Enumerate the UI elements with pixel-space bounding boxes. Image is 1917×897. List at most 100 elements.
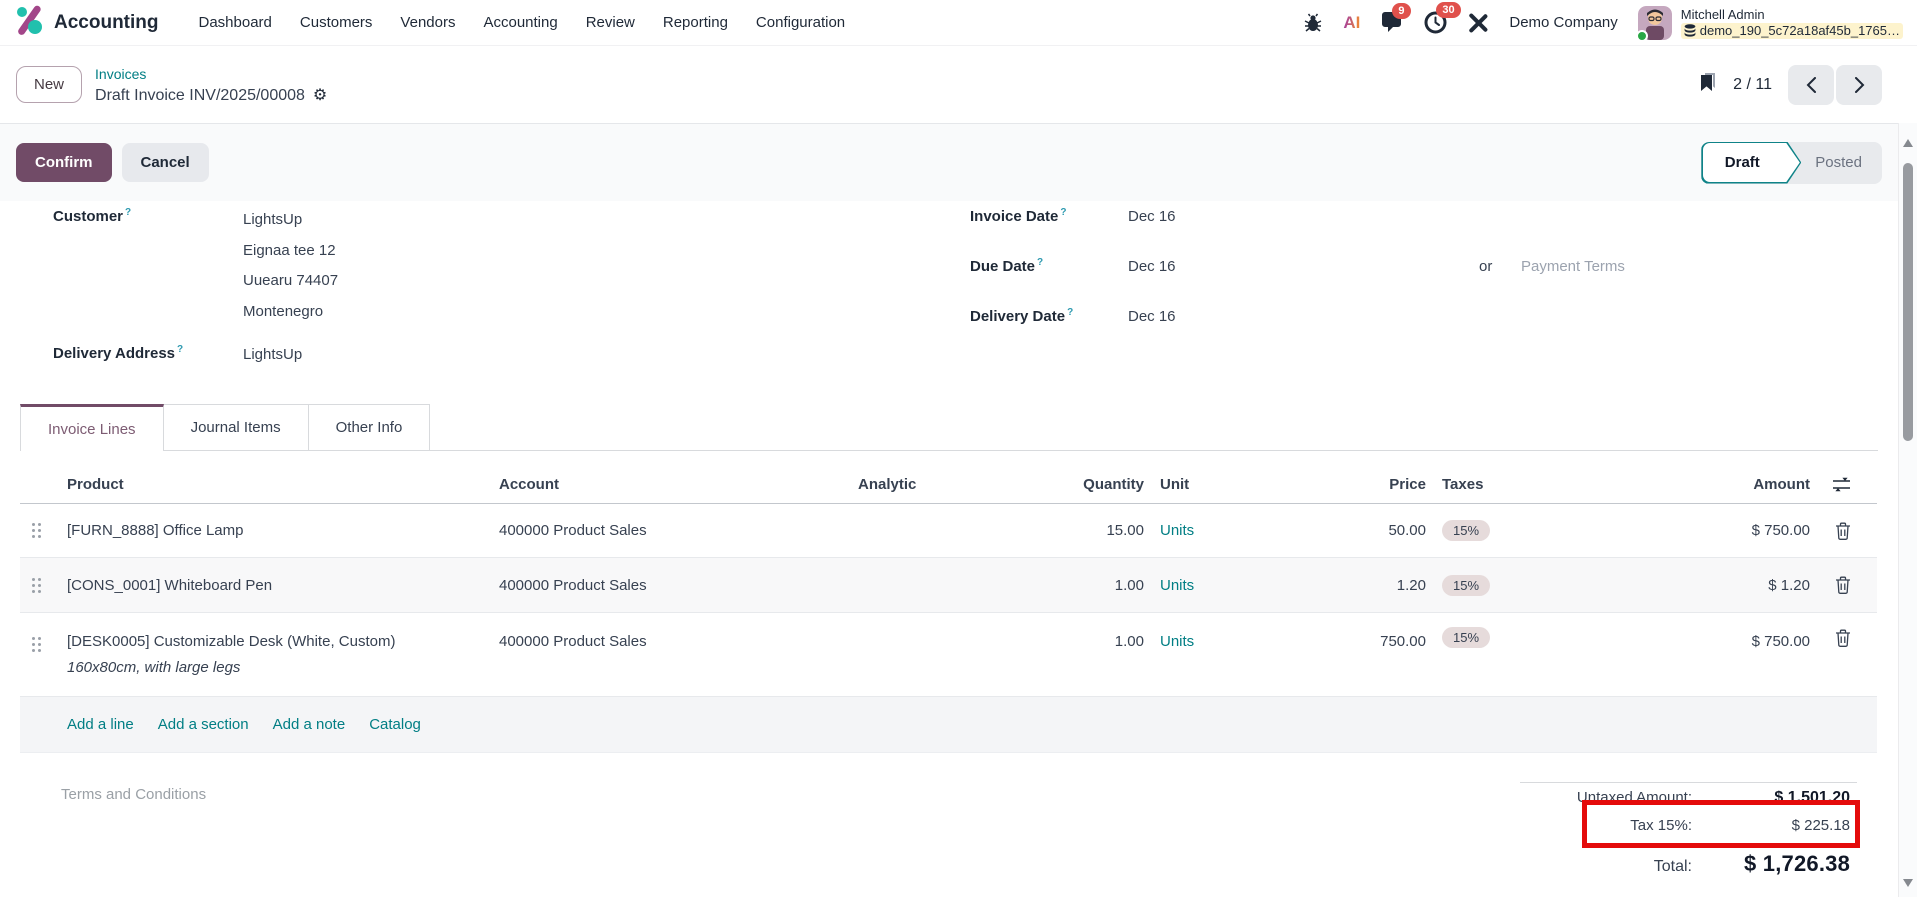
header-unit: Unit bbox=[1160, 476, 1190, 493]
tools-icon[interactable] bbox=[1467, 12, 1489, 34]
due-date-help-icon: ? bbox=[1037, 257, 1044, 268]
cancel-button[interactable]: Cancel bbox=[121, 143, 209, 182]
cell-account[interactable]: 400000 Product Sales bbox=[499, 522, 647, 539]
confirm-button[interactable]: Confirm bbox=[16, 143, 112, 182]
add-a-line-link[interactable]: Add a line bbox=[67, 716, 134, 733]
bookmark-icon[interactable] bbox=[1699, 72, 1717, 97]
payment-terms-field[interactable]: Payment Terms bbox=[1521, 258, 1625, 275]
cell-product[interactable]: [DESK0005] Customizable Desk (White, Cus… bbox=[55, 613, 490, 676]
delete-row-icon[interactable] bbox=[1818, 613, 1857, 647]
scrollbar-thumb[interactable] bbox=[1903, 163, 1913, 441]
table-footer-links: Add a line Add a section Add a note Cata… bbox=[20, 697, 1877, 753]
menu-vendors[interactable]: Vendors bbox=[400, 14, 456, 31]
cell-account[interactable]: 400000 Product Sales bbox=[499, 576, 647, 594]
customer-field[interactable]: LightsUp Eignaa tee 12 Uuearu 74407 Mont… bbox=[243, 205, 338, 327]
total-row: Total: $ 1,726.38 bbox=[1520, 851, 1850, 877]
delivery-address-label: Delivery Address? bbox=[53, 344, 184, 362]
invoice-line-row: [DESK0005] Customizable Desk (White, Cus… bbox=[20, 613, 1877, 697]
pager-previous-button[interactable] bbox=[1788, 64, 1834, 105]
pager: 2 / 11 bbox=[1699, 64, 1882, 105]
cell-price[interactable]: 1.20 bbox=[1396, 576, 1426, 594]
customer-street: Eignaa tee 12 bbox=[243, 241, 336, 259]
customer-city: Uuearu 74407 bbox=[243, 272, 339, 289]
app-name: Accounting bbox=[54, 11, 159, 33]
status-posted[interactable]: Posted bbox=[1815, 154, 1862, 171]
invoice-line-row: [FURN_8888] Office Lamp 400000 Product S… bbox=[20, 504, 1877, 558]
scrollbar-up-arrow[interactable] bbox=[1903, 139, 1913, 147]
cell-product[interactable]: [CONS_0001] Whiteboard Pen bbox=[67, 576, 273, 594]
optional-columns-icon[interactable] bbox=[1818, 477, 1857, 492]
cell-amount: $ 750.00 bbox=[1751, 633, 1810, 650]
record-title: Draft Invoice INV/2025/00008 bbox=[95, 86, 305, 104]
menu-review[interactable]: Review bbox=[585, 14, 635, 31]
tab-other-info[interactable]: Other Info bbox=[308, 404, 431, 450]
untaxed-amount-value: $ 1,501.20 bbox=[1774, 789, 1850, 806]
pager-count[interactable]: 2 / 11 bbox=[1733, 75, 1772, 93]
user-menu[interactable]: Mitchell Admin demo_190_5c72a18af45b_176… bbox=[1635, 5, 1903, 42]
cell-unit-link[interactable]: Units bbox=[1160, 576, 1195, 594]
menu-accounting[interactable]: Accounting bbox=[483, 14, 558, 31]
product-description-note[interactable]: 160x80cm, with large legs bbox=[67, 659, 241, 676]
customer-name[interactable]: LightsUp bbox=[243, 211, 303, 228]
gear-icon[interactable]: ⚙ bbox=[312, 86, 328, 104]
cell-quantity[interactable]: 15.00 bbox=[1106, 522, 1144, 539]
cell-quantity[interactable]: 1.00 bbox=[1114, 633, 1144, 650]
total-label: Total: bbox=[1653, 858, 1692, 875]
terms-and-conditions-field[interactable]: Terms and Conditions bbox=[61, 786, 207, 803]
or-label: or bbox=[1479, 258, 1493, 275]
status-draft[interactable]: Draft bbox=[1701, 142, 1801, 184]
tab-journal-items[interactable]: Journal Items bbox=[163, 404, 309, 450]
drag-handle[interactable] bbox=[32, 577, 41, 593]
ai-icon[interactable]: AI bbox=[1343, 12, 1361, 32]
due-date-label: Due Date? bbox=[970, 257, 1044, 275]
tab-invoice-lines[interactable]: Invoice Lines bbox=[20, 404, 164, 451]
invoice-date-field[interactable]: Dec 16 bbox=[1128, 208, 1176, 225]
cell-quantity[interactable]: 1.00 bbox=[1114, 576, 1144, 594]
top-nav: Accounting Dashboard Customers Vendors A… bbox=[0, 0, 1917, 46]
chevron-right-icon bbox=[1854, 76, 1864, 93]
tax-tag[interactable]: 15% bbox=[1442, 574, 1491, 596]
tax-tag[interactable]: 15% bbox=[1442, 520, 1491, 541]
delete-row-icon[interactable] bbox=[1818, 522, 1857, 540]
scrollbar-down-arrow[interactable] bbox=[1903, 879, 1913, 887]
add-a-note-link[interactable]: Add a note bbox=[272, 716, 346, 733]
header-product: Product bbox=[67, 476, 124, 493]
invoice-line-row: [CONS_0001] Whiteboard Pen 400000 Produc… bbox=[20, 558, 1877, 613]
delivery-date-field[interactable]: Dec 16 bbox=[1128, 308, 1176, 325]
drag-handle[interactable] bbox=[32, 523, 41, 538]
cell-price[interactable]: 50.00 bbox=[1388, 522, 1426, 539]
menu-reporting[interactable]: Reporting bbox=[662, 14, 728, 31]
vertical-scrollbar[interactable] bbox=[1898, 123, 1917, 897]
app-switcher[interactable]: Accounting bbox=[14, 5, 159, 40]
activities-clock-icon[interactable]: 30 bbox=[1424, 2, 1461, 34]
tax-tag[interactable]: 15% bbox=[1442, 627, 1491, 648]
header-analytic: Analytic bbox=[858, 476, 917, 493]
untaxed-amount-label: Untaxed Amount: bbox=[1576, 789, 1692, 806]
debug-bug-icon[interactable] bbox=[1303, 13, 1323, 33]
cell-analytic[interactable] bbox=[850, 613, 1005, 633]
user-name: Mitchell Admin bbox=[1680, 6, 1765, 22]
drag-handle[interactable] bbox=[32, 617, 41, 652]
messages-icon[interactable]: 9 bbox=[1380, 2, 1411, 34]
delivery-address-field[interactable]: LightsUp bbox=[243, 346, 303, 363]
new-button[interactable]: New bbox=[16, 66, 83, 103]
cell-price[interactable]: 750.00 bbox=[1380, 633, 1426, 650]
breadcrumb-invoices-link[interactable]: Invoices bbox=[95, 65, 147, 82]
add-a-section-link[interactable]: Add a section bbox=[157, 716, 249, 733]
catalog-link[interactable]: Catalog bbox=[369, 716, 421, 733]
pager-next-button[interactable] bbox=[1836, 64, 1882, 105]
cell-account[interactable]: 400000 Product Sales bbox=[499, 633, 647, 650]
menu-customers[interactable]: Customers bbox=[299, 14, 373, 31]
action-band: Confirm Cancel Draft Posted bbox=[0, 123, 1898, 201]
due-date-field[interactable]: Dec 16 bbox=[1128, 258, 1176, 275]
menu-configuration[interactable]: Configuration bbox=[755, 14, 846, 31]
delete-row-icon[interactable] bbox=[1818, 576, 1857, 594]
menu-dashboard[interactable]: Dashboard bbox=[198, 14, 272, 31]
cell-product[interactable]: [FURN_8888] Office Lamp bbox=[67, 522, 244, 539]
cell-unit-link[interactable]: Units bbox=[1160, 522, 1195, 539]
chevron-left-icon bbox=[1806, 76, 1816, 93]
cell-unit-link[interactable]: Units bbox=[1160, 633, 1195, 650]
company-switcher[interactable]: Demo Company bbox=[1509, 14, 1618, 31]
cell-amount: $ 1.20 bbox=[1768, 576, 1810, 594]
